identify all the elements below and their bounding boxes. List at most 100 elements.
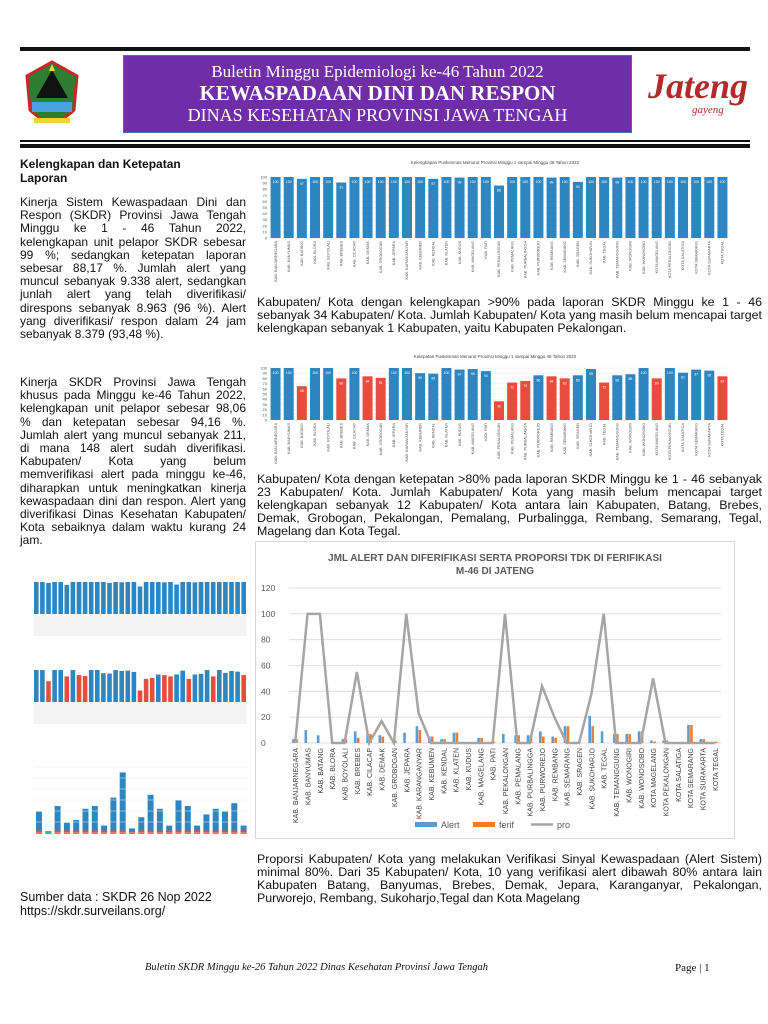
- x-tick-label: KAB. JEPARA: [392, 241, 396, 266]
- bar-value-label: 97: [694, 373, 698, 377]
- legend-swatch-ferif: [473, 822, 495, 827]
- x-tick-label: KAB. REMBANG: [552, 748, 559, 801]
- thumbnail-bar: [76, 675, 82, 702]
- bar: [480, 177, 491, 238]
- thumbnail-bar: [82, 808, 89, 834]
- x-tick-label: KOTA SURAKARTA: [700, 748, 707, 811]
- bar: [494, 401, 504, 420]
- x-tick-label: KOTA PEKALONGAN: [668, 423, 672, 460]
- ferif-bar: [517, 735, 520, 743]
- x-tick-label: KAB. JEPARA: [392, 423, 396, 448]
- x-tick-label: KAB. SRAGEN: [576, 241, 580, 267]
- legend-label: Alert: [441, 820, 460, 830]
- y-tick-label: 20: [261, 712, 271, 722]
- bar-value-label: 100: [667, 180, 673, 184]
- alert-bar: [440, 739, 443, 743]
- bar-value-label: 100: [641, 371, 647, 375]
- thumbnail-bar: [186, 678, 192, 702]
- thumbnail-bar: [119, 670, 124, 702]
- x-tick-label: KOTA PEKALONGAN: [663, 748, 670, 816]
- bar-value-label: 100: [693, 180, 699, 184]
- thumbnail-bar: [82, 830, 89, 834]
- y-tick-label: 80: [261, 635, 271, 645]
- x-tick-label: KAB. PURWOREJO: [540, 747, 547, 811]
- bar-value-label: 90: [418, 376, 422, 380]
- thumbnail-bar: [64, 584, 70, 614]
- alert-bar: [600, 731, 604, 743]
- x-tick-label: KAB. BANJARNEGARA: [274, 241, 278, 282]
- alert-bar: [699, 739, 703, 743]
- alert-bar: [403, 732, 406, 743]
- alert-bar: [353, 731, 357, 743]
- thumbnail-bar: [58, 670, 63, 702]
- bar-value-label: 91: [681, 376, 685, 380]
- y-tick-label: 60: [263, 386, 268, 391]
- thumbnail-bar: [222, 830, 228, 834]
- bar-value-label: 81: [379, 381, 383, 385]
- alert-bar: [378, 735, 382, 743]
- bar: [678, 177, 688, 238]
- thumbnail-bar: [229, 670, 234, 702]
- thumbnail-bar: [88, 670, 94, 702]
- x-tick-label: KAB. DEMAK: [366, 241, 370, 265]
- x-tick-label: KAB. KENDAL: [441, 748, 448, 794]
- bar-value-label: 80: [655, 381, 659, 385]
- bar-value-label: 72: [602, 386, 606, 390]
- legend-swatch-alert: [415, 822, 437, 827]
- x-tick-label: KAB. KEBUMEN: [418, 241, 422, 270]
- x-tick-label: KAB. PURWOREJO: [537, 423, 541, 457]
- bar: [507, 382, 518, 420]
- thumbnail-bar: [194, 830, 201, 834]
- thumbnail-charts: [32, 574, 248, 834]
- bar-value-label: 100: [404, 371, 410, 375]
- ferif-bar: [653, 741, 656, 743]
- thumbnail-bar: [147, 830, 154, 834]
- alert-bar: [551, 736, 554, 743]
- bar-value-label: 36: [497, 404, 501, 408]
- x-tick-label: KAB. KENDAL: [431, 241, 435, 266]
- bar: [323, 177, 334, 238]
- chart-title: Kelengkapan Puskesmas Menurut Provinsi M…: [411, 160, 580, 165]
- bar-value-label: 100: [628, 180, 634, 184]
- bar: [717, 177, 728, 238]
- thumbnail-bar: [101, 673, 106, 702]
- alert-bar: [316, 735, 320, 743]
- title-banner: Buletin Minggu Epidemiologi ke-46 Tahun …: [123, 55, 632, 133]
- x-tick-label: KAB. MAGELANG: [471, 423, 475, 454]
- bar-value-label: 100: [483, 180, 489, 184]
- x-tick-label: KAB. SRAGEN: [576, 423, 580, 449]
- bar: [467, 369, 478, 420]
- bar-value-label: 97: [458, 373, 462, 377]
- bar-value-label: 86: [497, 189, 501, 193]
- bar-value-label: 99: [458, 181, 462, 185]
- alert-bar: [637, 731, 641, 743]
- alert-bar: [563, 726, 567, 743]
- data-source-url[interactable]: https://skdr.surveilans.org/: [20, 904, 166, 918]
- x-tick-label: KAB. GROBOGAN: [379, 423, 383, 455]
- bar-value-label: 100: [325, 180, 331, 184]
- thumbnail-bar: [184, 830, 191, 834]
- x-tick-label: KAB. BANYUMAS: [287, 241, 291, 272]
- bar-value-label: 95: [707, 374, 711, 378]
- bulletin-main-title: KEWASPADAAN DINI DAN RESPON: [199, 81, 556, 105]
- bar: [467, 177, 478, 238]
- x-tick-label: KAB. SRAGEN: [577, 748, 584, 795]
- ferif-bar: [690, 724, 693, 743]
- thumbnail-bar: [54, 806, 61, 834]
- bar: [691, 369, 702, 420]
- thumbnail-bar: [180, 670, 185, 702]
- y-tick-label: 120: [261, 583, 275, 593]
- x-tick-label: KAB. REMBANG: [550, 423, 554, 452]
- bar-value-label: 84: [366, 379, 370, 383]
- thumbnail-bar: [217, 582, 222, 614]
- y-tick-label: 90: [263, 181, 268, 186]
- bar: [625, 177, 636, 238]
- x-tick-label: KAB. PURWOREJO: [537, 241, 541, 275]
- bar-value-label: 100: [273, 371, 279, 375]
- thumbnail-bar: [76, 582, 82, 614]
- x-tick-label: KAB. WONOGIRI: [626, 748, 633, 803]
- bar: [441, 177, 452, 238]
- bar: [296, 178, 307, 238]
- thumbnail-bar: [241, 675, 246, 702]
- bar-value-label: 100: [391, 371, 397, 375]
